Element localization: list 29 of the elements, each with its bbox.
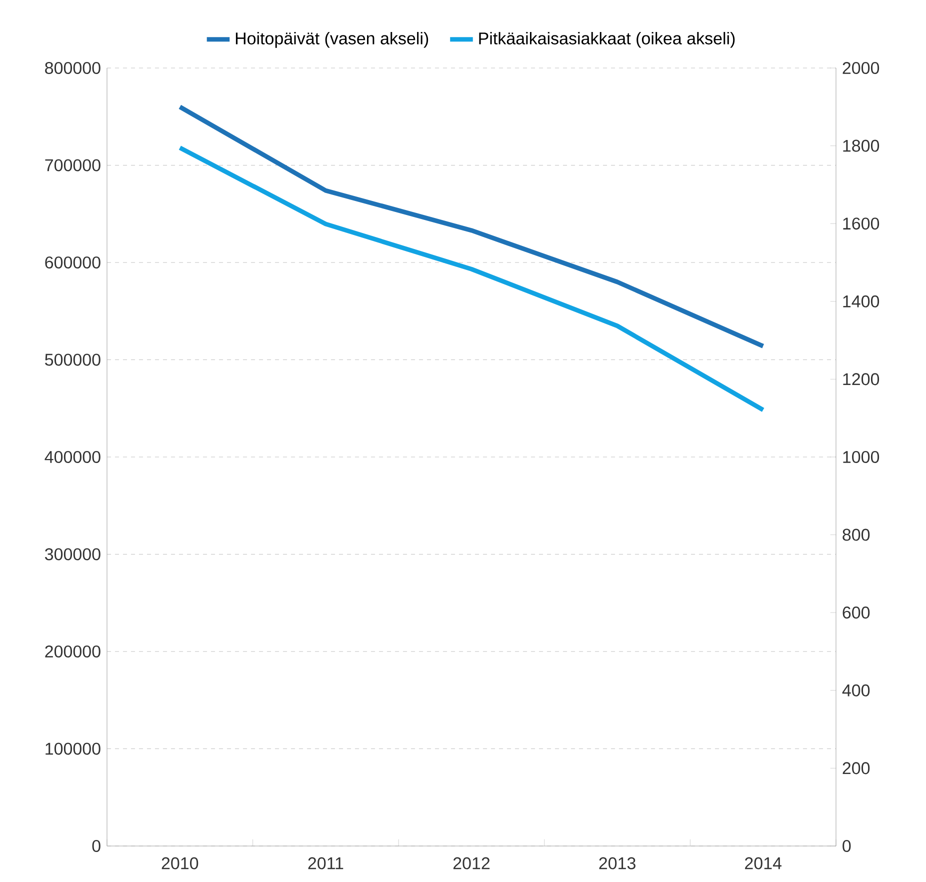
y-tick-label: 200000 [45, 645, 100, 658]
line-series [178, 104, 766, 348]
y2-tick-label: 1400 [843, 295, 880, 308]
y2-tick-label: 800 [842, 528, 870, 541]
y-tick-label: 800000 [45, 62, 100, 74]
y2-tick-label: 1600 [843, 218, 880, 230]
y-tick-label: 600000 [45, 256, 100, 269]
y2-tick-label: 400 [842, 684, 870, 696]
y2-tick-label: 200 [842, 762, 870, 774]
x-tick-label: 2010 [162, 857, 198, 870]
y2-tick-label: 1000 [843, 450, 880, 464]
x-tick-label: 2012 [453, 857, 490, 870]
y2-tick-label: 600 [842, 606, 870, 619]
line-series [178, 145, 766, 412]
y2-tick-label: 1800 [843, 140, 880, 152]
y-tick-label: 500000 [45, 354, 100, 366]
y-tick-label: 0 [92, 840, 100, 852]
y2-tick-label: 1200 [843, 373, 880, 386]
legend-label: Pitkäaikaisasiakkaat (oikea akseli) [479, 32, 735, 48]
legend-label: Hoitopäivät (vasen akseli) [236, 32, 428, 48]
y2-tick-label: 0 [842, 840, 851, 852]
x-tick-label: 2011 [308, 857, 344, 870]
y-tick-label: 100000 [46, 742, 100, 755]
y-tick-label: 700000 [45, 159, 100, 172]
y-tick-label: 400000 [44, 450, 100, 464]
y2-tick-label: 2000 [842, 62, 880, 74]
y-tick-label: 300000 [44, 548, 100, 560]
x-tick-label: 2013 [599, 857, 636, 870]
x-tick-label: 2014 [745, 857, 782, 870]
